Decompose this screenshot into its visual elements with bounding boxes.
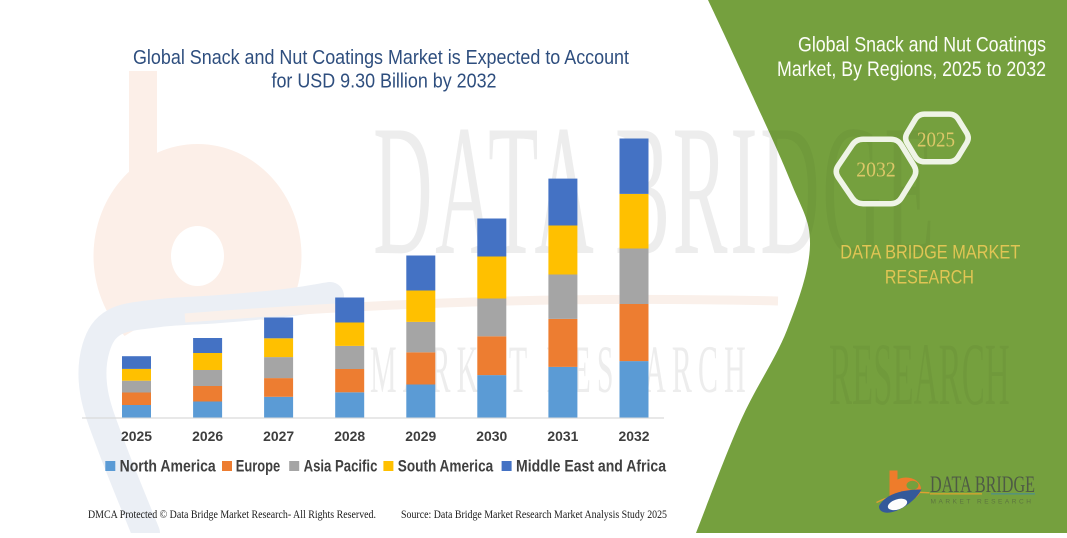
svg-text:Source: Data Bridge Market Res: Source: Data Bridge Market Research Mark… — [401, 509, 667, 521]
svg-text:2026: 2026 — [192, 428, 223, 444]
svg-text:Global Snack and Nut Coatings: Global Snack and Nut Coatings — [798, 34, 1046, 57]
svg-text:DMCA Protected © Data Bridge M: DMCA Protected © Data Bridge Market Rese… — [88, 509, 376, 521]
svg-text:2031: 2031 — [547, 428, 578, 444]
svg-text:Global Snack and Nut Coatings: Global Snack and Nut Coatings Market is … — [133, 47, 629, 69]
svg-text:North America: North America — [120, 457, 217, 476]
svg-text:Europe: Europe — [236, 457, 280, 476]
svg-text:RESEARCH: RESEARCH — [829, 325, 1010, 423]
svg-text:2030: 2030 — [476, 428, 507, 444]
svg-text:DATA BRIDGE: DATA BRIDGE — [930, 472, 1035, 497]
svg-text:Market, By Regions, 2025 to 20: Market, By Regions, 2025 to 2032 — [777, 58, 1046, 81]
svg-text:2027: 2027 — [263, 428, 294, 444]
svg-text:2025: 2025 — [121, 428, 152, 444]
svg-text:South America: South America — [398, 457, 494, 476]
svg-text:MARKET RESEARCH: MARKET RESEARCH — [931, 499, 1034, 506]
svg-text:2028: 2028 — [334, 428, 365, 444]
svg-text:Middle East and Africa: Middle East and Africa — [516, 457, 666, 476]
svg-text:RESEARCH: RESEARCH — [885, 266, 974, 288]
svg-text:2029: 2029 — [405, 428, 436, 444]
svg-text:2025: 2025 — [917, 128, 955, 152]
svg-text:Asia Pacific: Asia Pacific — [304, 457, 378, 476]
svg-text:DATA BRIDGE MARKET: DATA BRIDGE MARKET — [840, 242, 1020, 264]
svg-text:2032: 2032 — [619, 428, 650, 444]
svg-text:2032: 2032 — [856, 158, 895, 182]
svg-text:for USD 9.30 Billion by 2032: for USD 9.30 Billion by 2032 — [272, 71, 497, 93]
